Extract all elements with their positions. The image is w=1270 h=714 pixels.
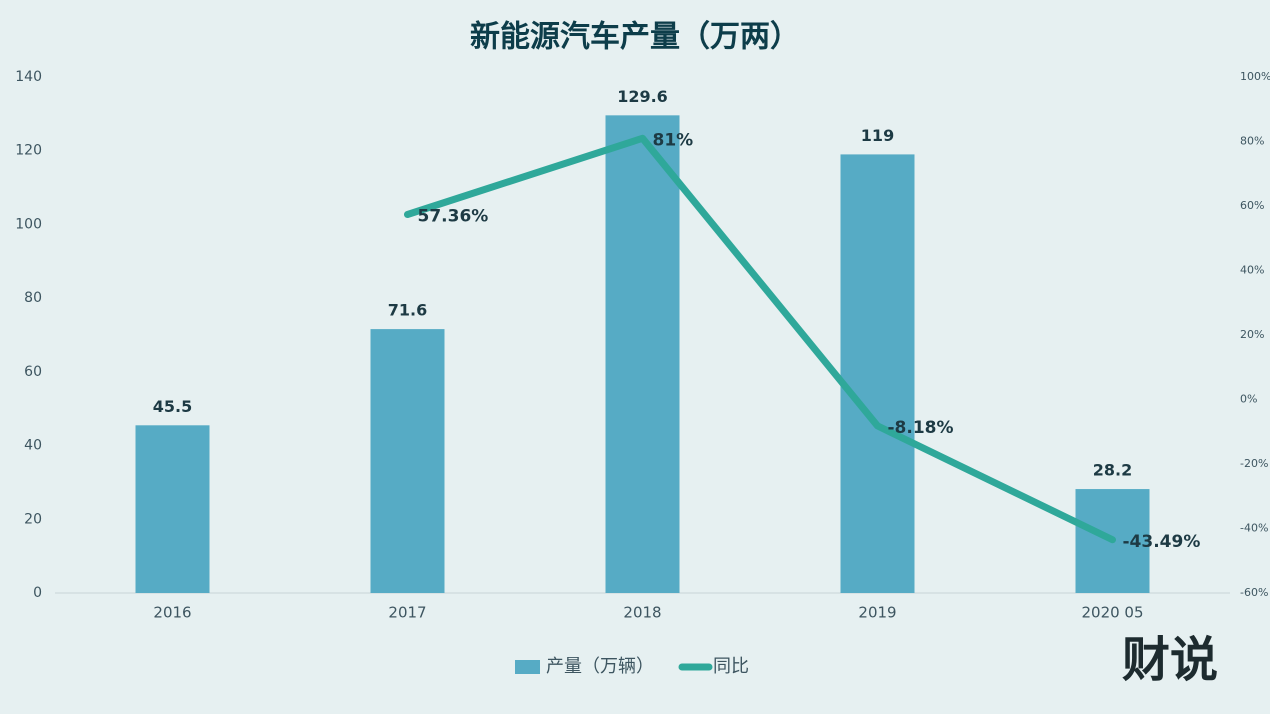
bar [605,115,680,594]
y-tick-label: 20 [24,511,42,527]
x-tick-label: 2019 [858,604,896,622]
x-tick-label: 2016 [153,604,191,622]
x-tick-label: 2018 [623,604,661,622]
x-tick-label: 2020 05 [1081,604,1143,622]
data-label: 45.5 [153,397,192,416]
x-tick-label: 2017 [388,604,426,622]
data-label: 57.36% [418,207,489,227]
data-label: 129.6 [617,87,668,106]
y2-tick-label: 60% [1240,199,1264,212]
legend-swatch [515,660,540,674]
y-tick-label: 40 [24,438,42,454]
chart-title: 新能源汽车产量（万两） [470,20,800,55]
y2-tick-label: -40% [1240,522,1268,535]
bar [370,329,445,593]
y2-tick-label: -60% [1240,586,1268,599]
data-label: 119 [861,126,894,145]
legend-label: 同比 [713,656,749,677]
data-label: 28.2 [1093,461,1132,480]
y-tick-label: 0 [33,585,42,601]
bar [840,154,915,593]
bar [135,425,210,593]
y2-tick-label: 40% [1240,264,1264,277]
y2-tick-label: 80% [1240,135,1264,148]
line [404,134,1116,544]
y2-tick-label: 20% [1240,328,1264,341]
data-label: -43.49% [1123,532,1201,552]
y-tick-label: 120 [15,143,42,159]
y-tick-label: 100 [15,216,42,232]
y2-tick-label: 0% [1240,393,1257,406]
data-label: 81% [653,130,694,150]
legend-label: 产量（万辆） [546,656,654,677]
data-label: -8.18% [888,418,954,438]
logo: 财说 [1122,632,1218,688]
y-tick-label: 80 [24,290,42,306]
y-tick-label: 140 [15,69,42,85]
data-label: 71.6 [388,301,427,320]
y2-tick-label: 100% [1240,70,1270,83]
y-tick-label: 60 [24,364,42,380]
y2-tick-label: -20% [1240,457,1268,470]
